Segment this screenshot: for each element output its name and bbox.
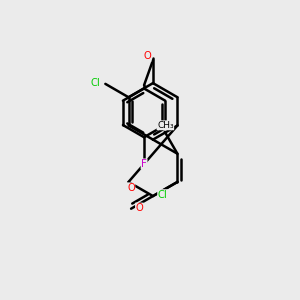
Text: Cl: Cl: [158, 190, 167, 200]
Text: F: F: [141, 159, 147, 169]
Text: CH₃: CH₃: [157, 121, 174, 130]
Text: O: O: [127, 183, 135, 193]
Text: O: O: [143, 51, 151, 62]
Text: O: O: [136, 203, 143, 213]
Text: Cl: Cl: [91, 78, 101, 88]
